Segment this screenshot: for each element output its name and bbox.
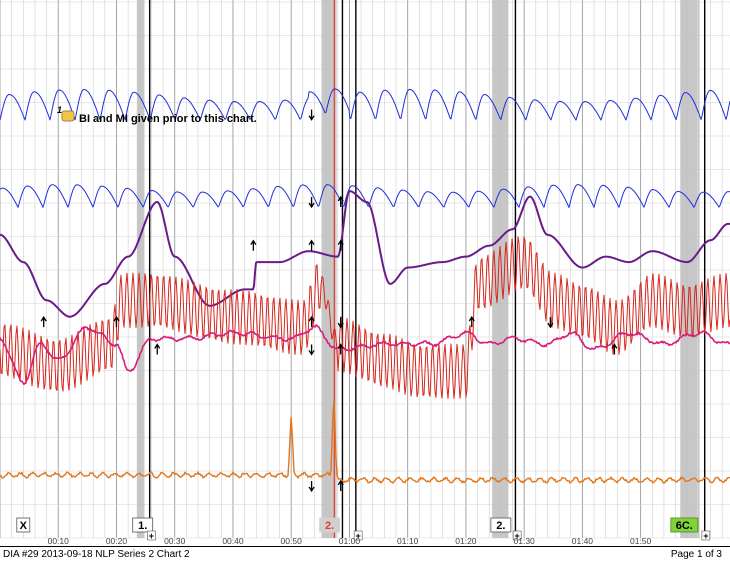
arrow-up-icon <box>468 315 475 328</box>
time-tick-label: 01:20 <box>455 536 477 546</box>
arrow-up-icon <box>308 315 315 328</box>
series-upper-pneumo <box>0 88 730 121</box>
series-motion-sensor <box>0 399 730 484</box>
plus-mark-box <box>353 530 363 541</box>
arrow-up-icon <box>337 343 344 355</box>
plus-mark-label: + <box>356 531 361 541</box>
annotation-number: 1 <box>57 105 62 115</box>
series-eda <box>0 190 730 318</box>
event-mark-label: 2. <box>496 520 505 532</box>
arrow-down-icon <box>308 344 315 356</box>
question-shading <box>136 0 145 538</box>
plus-mark-label: + <box>149 531 154 541</box>
arrow-down-icon <box>308 480 315 493</box>
event-mark-box <box>670 517 699 533</box>
time-tick-label: 01:50 <box>630 536 652 546</box>
time-tick-label: 01:30 <box>514 536 536 546</box>
chart-footer: DIA #29 2013-09-18 NLP Series 2 Chart 2 … <box>0 546 730 565</box>
plus-mark-box <box>701 530 711 541</box>
time-tick-label: 00:10 <box>48 536 70 546</box>
event-mark-label: X <box>20 520 28 532</box>
arrow-up-icon <box>337 239 344 251</box>
arrow-up-icon <box>250 239 257 251</box>
time-tick-label: 00:40 <box>222 536 244 546</box>
page-indicator: Page 1 of 3 <box>670 549 722 560</box>
event-mark-box <box>319 517 341 533</box>
series-cardio <box>0 236 730 399</box>
arrow-up-icon <box>154 343 161 355</box>
time-tick-label: 01:40 <box>572 536 594 546</box>
plus-mark-box <box>512 530 522 541</box>
chart-title: DIA #29 2013-09-18 NLP Series 2 Chart 2 <box>3 549 190 560</box>
event-mark-box <box>490 517 512 533</box>
polygraph-chart: 1 BI and MI given prior to this chart. X 1.… <box>0 0 730 546</box>
event-mark-label: 1. <box>138 520 147 532</box>
event-mark-label: 2. <box>325 520 334 532</box>
time-tick-label: 00:20 <box>106 536 128 546</box>
arrow-up-icon <box>337 195 344 208</box>
arrow-up-icon <box>40 315 47 328</box>
time-tick-label: 00:30 <box>164 536 186 546</box>
plus-mark-label: + <box>703 531 708 541</box>
arrow-up-icon <box>611 343 618 355</box>
arrow-up-icon <box>308 239 315 251</box>
question-shading <box>321 0 337 538</box>
question-shading <box>680 0 698 538</box>
arrow-down-icon <box>337 317 344 329</box>
time-tick-label: 01:10 <box>397 536 419 546</box>
plus-mark-label: + <box>515 531 520 541</box>
note-icon <box>61 110 75 122</box>
arrow-up-icon <box>337 479 344 491</box>
time-tick-label: 00:50 <box>281 536 303 546</box>
arrow-down-icon <box>308 109 315 121</box>
arrow-up-icon <box>113 315 120 328</box>
event-mark-label: 6C. <box>676 520 693 532</box>
time-tick-label: 01:00 <box>339 536 361 546</box>
arrow-down-icon <box>547 317 554 329</box>
event-mark-box <box>132 517 154 533</box>
grid-lines <box>0 0 730 539</box>
question-shading <box>492 0 509 538</box>
event-mark-box <box>16 517 31 533</box>
plus-mark-box <box>147 530 156 541</box>
series-lower-pneumo <box>0 184 730 208</box>
series-cardio-mean <box>0 324 730 385</box>
annotation-text: BI and MI given prior to this chart. <box>79 113 257 125</box>
arrow-down-icon <box>308 197 315 209</box>
